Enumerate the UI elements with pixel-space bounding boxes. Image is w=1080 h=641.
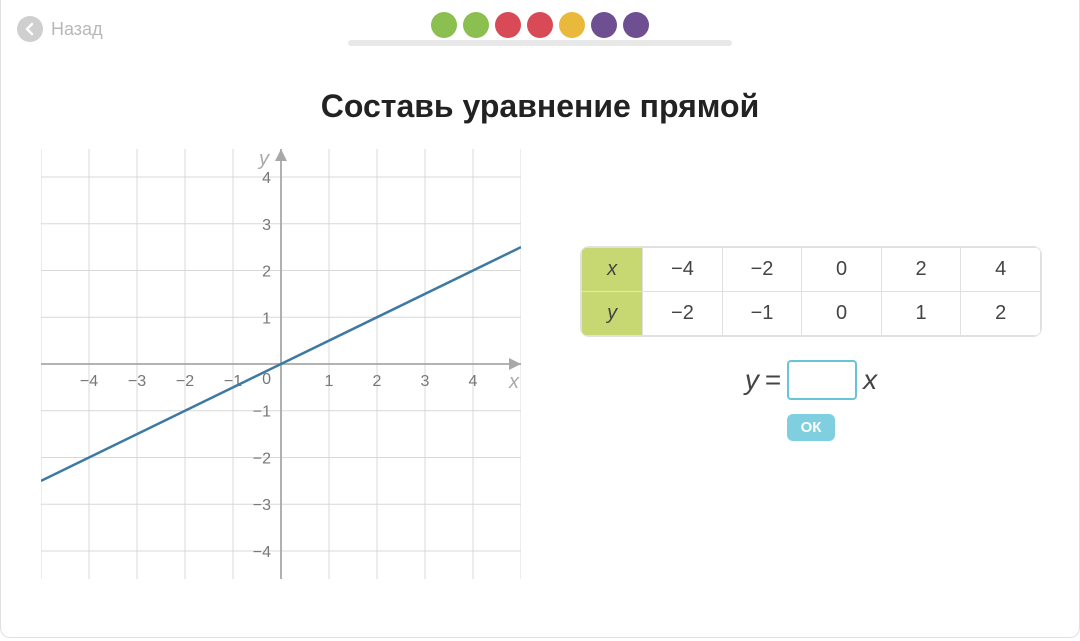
progress-dot xyxy=(527,12,553,38)
data-table: x −4 −2 0 2 4 y −2 −1 0 1 2 xyxy=(581,247,1041,336)
svg-text:1: 1 xyxy=(262,310,271,327)
table-cell: 4 xyxy=(961,248,1041,292)
table-row: y −2 −1 0 1 2 xyxy=(582,292,1041,336)
progress-dots xyxy=(431,12,649,38)
svg-text:4: 4 xyxy=(262,170,271,187)
back-label: Назад xyxy=(51,19,103,40)
table-cell: −4 xyxy=(643,248,723,292)
table-cell: 2 xyxy=(961,292,1041,336)
progress-dot xyxy=(559,12,585,38)
y-label: y xyxy=(745,364,759,396)
svg-text:−1: −1 xyxy=(253,404,271,421)
x-label: x xyxy=(863,364,877,396)
chevron-left-icon xyxy=(17,16,43,42)
table-cell: 1 xyxy=(881,292,961,336)
equals-sign: = xyxy=(765,364,781,396)
progress-dot xyxy=(463,12,489,38)
svg-text:−2: −2 xyxy=(253,450,271,467)
table-cell: −1 xyxy=(722,292,802,336)
svg-text:−2: −2 xyxy=(176,373,194,390)
svg-text:4: 4 xyxy=(469,373,478,390)
svg-text:y: y xyxy=(257,149,270,170)
svg-text:−3: −3 xyxy=(128,373,146,390)
table-cell: −2 xyxy=(722,248,802,292)
svg-text:2: 2 xyxy=(373,373,382,390)
svg-text:3: 3 xyxy=(262,217,271,234)
answer-panel: x −4 −2 0 2 4 y −2 −1 0 1 2 y = xyxy=(581,149,1041,579)
table-cell: 0 xyxy=(802,248,882,292)
progress-bar xyxy=(348,40,732,46)
table-cell: −2 xyxy=(643,292,723,336)
progress-dot xyxy=(623,12,649,38)
svg-text:x: x xyxy=(508,371,520,393)
page-title: Составь уравнение прямой xyxy=(1,88,1079,125)
progress-dot xyxy=(431,12,457,38)
progress-dot xyxy=(591,12,617,38)
svg-text:2: 2 xyxy=(262,264,271,281)
table-cell: 0 xyxy=(802,292,882,336)
svg-text:3: 3 xyxy=(421,373,430,390)
topbar: Назад xyxy=(1,0,1079,48)
chart: −4−3−2−11234−4−3−2−112340xy xyxy=(41,149,521,579)
svg-text:−4: −4 xyxy=(80,373,98,390)
progress-dot xyxy=(495,12,521,38)
svg-text:−3: −3 xyxy=(253,497,271,514)
svg-text:−4: −4 xyxy=(253,544,271,561)
table-row: x −4 −2 0 2 4 xyxy=(582,248,1041,292)
equation: y = x xyxy=(581,360,1041,400)
x-header: x xyxy=(582,248,643,292)
y-header: y xyxy=(582,292,643,336)
ok-button[interactable]: ок xyxy=(787,414,836,441)
svg-text:1: 1 xyxy=(325,373,334,390)
coefficient-input[interactable] xyxy=(787,360,857,400)
back-button[interactable]: Назад xyxy=(17,16,103,42)
content: −4−3−2−11234−4−3−2−112340xy x −4 −2 0 2 … xyxy=(1,125,1079,579)
table-cell: 2 xyxy=(881,248,961,292)
